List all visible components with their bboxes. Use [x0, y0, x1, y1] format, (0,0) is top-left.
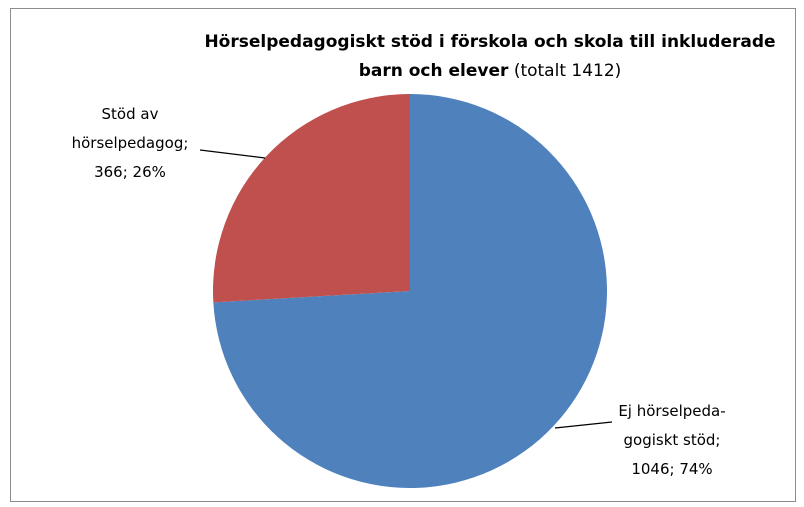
leader-line [554, 421, 613, 429]
chart-frame [10, 8, 796, 502]
pie-slice [213, 94, 607, 489]
leader-line [199, 149, 266, 159]
chart-subtitle: (totalt 1412) [513, 61, 622, 81]
data-label: Stöd av hörselpedagog; 366; 26% [71, 105, 189, 181]
title-block: Hörselpedagogiskt stöd i förskola och sk… [180, 28, 800, 86]
chart-title: Hörselpedagogiskt stöd i förskola och sk… [204, 32, 776, 81]
data-label: Ej hörselpeda-gogiskt stöd; 1046; 74% [618, 402, 726, 478]
pie-slice [213, 94, 410, 303]
